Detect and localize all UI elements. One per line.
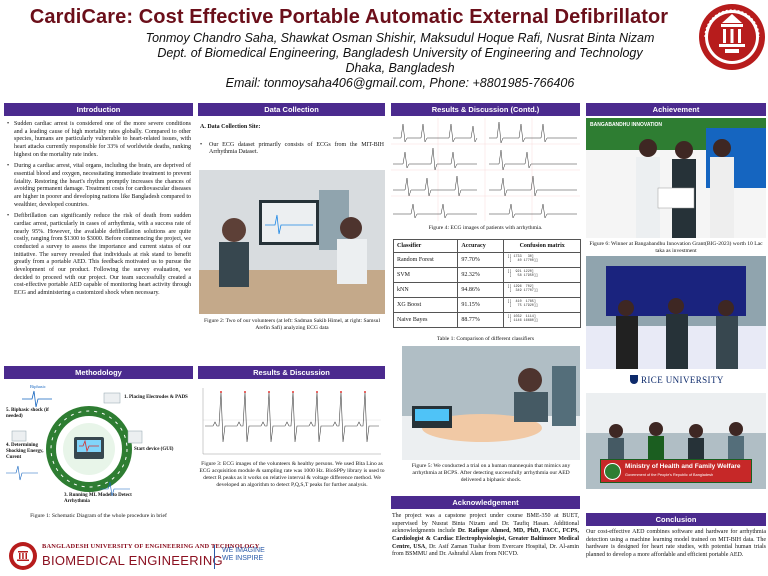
accuracy-cell: 91.15% (457, 297, 505, 313)
ministry-photo: Ministry of Health and Family Welfare Go… (586, 393, 766, 489)
matrix-cell: [[ 410 1785] [ 75 17920]] (503, 297, 581, 313)
table-row: Random Forest 97.70% [[ 1733 30] [ 40 17… (392, 252, 581, 268)
ack-text-1: The project was a capstone project under… (392, 513, 579, 535)
figure5-photo (402, 346, 580, 460)
column-header: Classifier (392, 239, 459, 253)
data-collection-subheading: A. Data Collection Site: (200, 124, 261, 130)
rice-shield-icon (630, 375, 638, 384)
figure4-ecg-arrhythmia (391, 118, 580, 221)
ministry-banner: Ministry of Health and Family Welfare Go… (600, 459, 752, 483)
data-collection-header: Data Collection (198, 103, 385, 116)
step2-label: Start device (GUI) (134, 447, 174, 452)
poster-title: CardiCare: Cost Effective Portable Autom… (29, 6, 669, 28)
rice-university-logo: RICE UNIVERSITY (630, 375, 724, 385)
figure5-caption: Figure 5: We conducted a trial on a huma… (411, 463, 571, 483)
figure2-photo (199, 170, 385, 314)
accuracy-cell: 88.77% (457, 312, 505, 328)
ministry-label: Ministry of Health and Family Welfare (625, 463, 741, 470)
accuracy-cell: 92.32% (457, 267, 505, 283)
classifier-cell: SVM (392, 267, 459, 283)
classifier-cell: XG Boost (392, 297, 459, 313)
data-collection-body: A. Data Collection Site: Our ECG dataset… (200, 124, 384, 161)
matrix-cell: [[ 1733 30] [ 40 17700]] (503, 252, 581, 268)
banner-text: BANGABANDHU INNOVATION (590, 122, 663, 128)
intro-bullet: During a cardiac arrest, vital organs, i… (7, 163, 191, 209)
step3-label: 3. Running ML Model to Detect Arrhythmia (64, 493, 132, 504)
achievement-header: Achievement (586, 103, 766, 116)
slogan-line-2: WE INSPIRE (222, 555, 264, 563)
rice-label: RICE UNIVERSITY (641, 375, 724, 385)
intro-bullet: Sudden cardiac arrest is considered one … (7, 121, 191, 159)
methodology-diagram: Biphasic 5. Biphasic shock (if needed) 1… (4, 381, 193, 511)
step5-label: 5. Biphasic shock (if needed) (6, 408, 49, 419)
classifier-cell: kNN (392, 282, 459, 298)
introduction-body: Sudden cardiac arrest is considered one … (7, 121, 191, 302)
ministry-emblem-icon (604, 463, 621, 480)
accuracy-cell: 97.70% (457, 252, 505, 268)
matrix-cell: [[ 1296 702] [ 349 17707]] (503, 282, 581, 298)
acknowledgement-header: Acknowledgement (391, 496, 580, 509)
acknowledgement-body: The project was a capstone project under… (392, 513, 579, 559)
footer-department: BIOMEDICAL ENGINEERING (42, 553, 223, 568)
figure3-ecg-plots (199, 382, 385, 458)
footer-university: BANGLADESH UNIVERSITY OF ENGINEERING AND… (42, 543, 260, 550)
department: Dept. of Biomedical Engineering, Banglad… (157, 46, 643, 60)
biphasic-label: Biphasic (30, 384, 46, 389)
figure6-caption: Figure 6: Winner at Bangabandhu Innovati… (589, 241, 763, 254)
classifier-table: Classifier Accuracy Confusion matrix Ran… (392, 239, 581, 328)
buet-small-logo (9, 542, 37, 570)
rice-photo (586, 256, 766, 369)
table-row: Naive Bayes 88.77% [[ 1032 1114] [ 1146 … (392, 312, 581, 328)
conclusion-body: Our cost-effective AED combines software… (586, 529, 766, 559)
data-collection-bullet: Our ECG dataset primarily consists of EC… (200, 142, 384, 157)
column-header: Accuracy (457, 239, 505, 253)
contact-info: Email: tonmoysaha406@gmail.com, Phone: +… (225, 76, 575, 90)
figure3-caption: Figure 3: ECG images of the volunteers &… (199, 461, 385, 488)
classifier-cell: Random Forest (392, 252, 459, 268)
ack-text-bold: Dr. Rafique Ahmed, MD, PhD, FACC, FCPS, … (392, 528, 580, 550)
author-list: Tonmoy Chandro Saha, Shawkat Osman Shish… (145, 31, 655, 45)
classifier-cell: Naive Bayes (392, 312, 459, 328)
slogan-line-1: WE IMAGINE (222, 547, 265, 554)
matrix-cell: [[ 1032 1114] [ 1146 16680]] (503, 312, 581, 328)
figure6-photo: BANGABANDHU INNOVATION (586, 118, 766, 238)
table-row: SVM 92.32% [[ 921 1220] [ 58 17950]] (392, 267, 581, 283)
ack-text-2: , Dr. Asif Zaman Tushar from Evercare Ho… (392, 543, 579, 558)
accuracy-cell: 94.86% (457, 282, 505, 298)
intro-bullet: Defibrillation can significantly reduce … (7, 213, 191, 297)
conclusion-header: Conclusion (586, 513, 766, 526)
table-row: kNN 94.86% [[ 1296 702] [ 349 17707]] (392, 282, 581, 298)
step4-label: 4. Determining Shocking Energy, Curent (6, 443, 44, 460)
column-header: Confusion matrix (503, 239, 581, 253)
city: Dhaka, Bangladesh (345, 61, 455, 75)
results-header: Results & Discussion (198, 366, 385, 379)
figure2-caption: Figure 2: Two of our volunteers (at left… (204, 318, 380, 331)
table1-caption: Table 1: Comparison of different classif… (436, 336, 535, 342)
ministry-sub: Government of the People's Republic of B… (625, 473, 714, 477)
figure4-caption: Figure 4: ECG images of patients with ar… (428, 225, 543, 231)
table-row: XG Boost 91.15% [[ 410 1785] [ 75 17920]… (392, 297, 581, 313)
buet-logo (699, 4, 765, 70)
step1-label: 1. Placing Electrodes & PADS (124, 395, 188, 400)
table-header-row: Classifier Accuracy Confusion matrix (392, 239, 581, 253)
matrix-cell: [[ 921 1220] [ 58 17950]] (503, 267, 581, 283)
introduction-header: Introduction (4, 103, 193, 116)
footer-divider (214, 545, 215, 569)
results-contd-header: Results & Discussion (Contd.) (391, 103, 580, 116)
footer-slogan: WE IMAGINE WE INSPIRE (222, 547, 265, 564)
figure1-caption: Figure 1: Schematic Diagram of the whole… (30, 513, 167, 519)
methodology-header: Methodology (4, 366, 193, 379)
